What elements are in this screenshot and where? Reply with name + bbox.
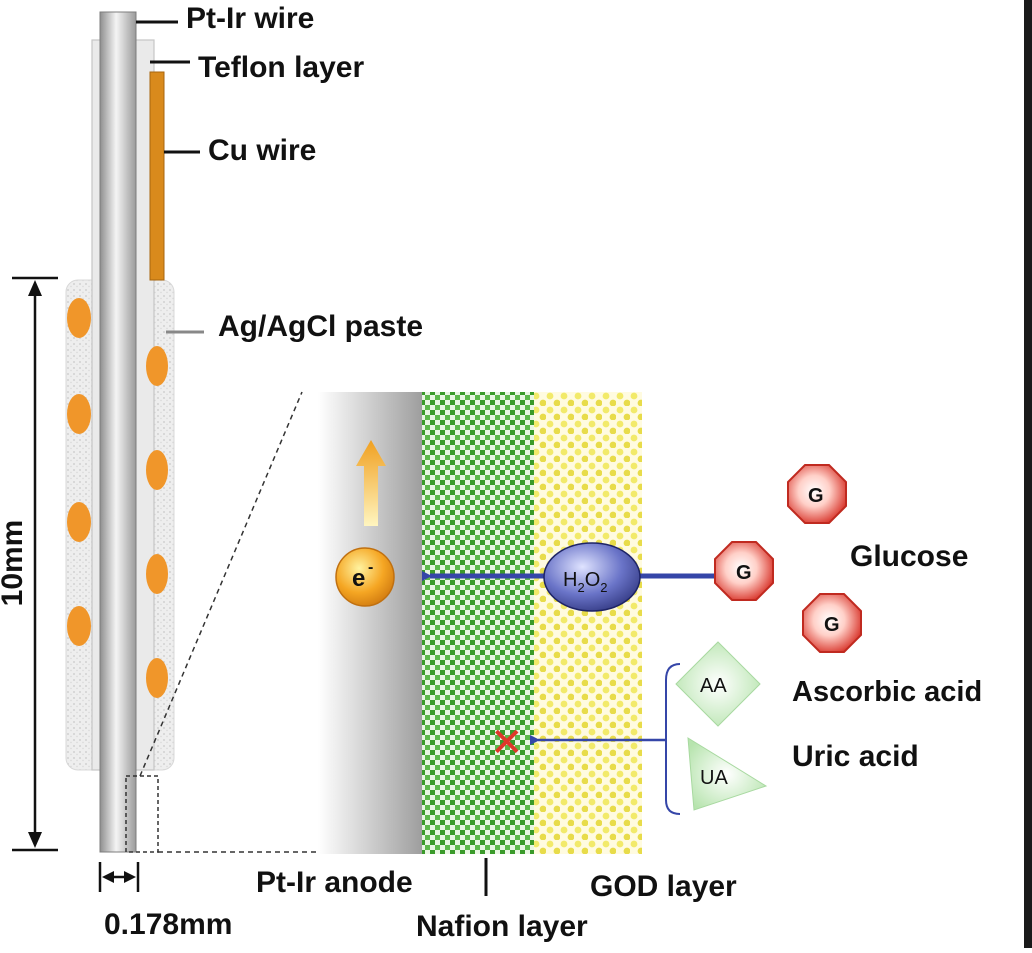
teflon-layer-label: Teflon layer	[198, 51, 365, 84]
glucose-octagon	[787, 464, 847, 524]
ag-agcl-dots	[67, 298, 168, 698]
h2o2-molecule: H2O2	[543, 542, 641, 612]
length-label: 10mm	[0, 519, 29, 607]
orange-dot	[67, 298, 91, 338]
orange-dot	[146, 658, 168, 698]
zoomed-layers	[318, 392, 642, 896]
diameter-arrow-right	[124, 871, 136, 883]
ua-triangle	[687, 737, 768, 811]
h2o2-ellipse	[543, 542, 641, 612]
orange-dot	[67, 502, 91, 542]
electron: e -	[335, 547, 395, 607]
length-dimension	[12, 276, 58, 852]
glucose-octagon	[802, 593, 862, 653]
glucose-molecules: G G G	[714, 464, 862, 653]
electron-charge: -	[368, 559, 373, 576]
ag-agcl-paste-label: Ag/AgCl paste	[218, 310, 424, 343]
diameter-arrow-left	[102, 871, 114, 883]
uric-acid-molecule: UA	[687, 737, 768, 811]
pt-ir-wire-label: Pt-Ir wire	[186, 2, 315, 35]
electron-up-arrow	[356, 440, 386, 526]
aa-diamond	[675, 641, 761, 727]
zoom-lines	[139, 391, 320, 853]
orange-dot	[146, 450, 168, 490]
glucose-octagon	[714, 541, 774, 601]
glucose-symbol: G	[736, 562, 752, 584]
cu-wire	[149, 71, 165, 281]
god-layer-label: GOD layer	[590, 870, 737, 903]
glucose-symbol: G	[808, 485, 824, 507]
glucose-symbol: G	[824, 614, 840, 636]
electron-symbol: e	[352, 565, 365, 592]
h2o2-label: H2O2	[563, 569, 607, 595]
pt-ir-wire	[99, 11, 137, 853]
orange-dot	[146, 346, 168, 386]
blocked-x-mark: ✕	[490, 720, 524, 766]
god-layer-block	[534, 392, 642, 854]
right-border-bar	[1024, 0, 1032, 948]
cu-wire-label: Cu wire	[208, 134, 317, 167]
orange-dot	[67, 394, 91, 434]
orange-dot	[146, 554, 168, 594]
nafion-layer-block	[422, 392, 534, 854]
uric-acid-label: Uric acid	[792, 740, 919, 773]
leader-lines	[136, 20, 204, 334]
diameter-dimension	[98, 862, 140, 892]
orange-dot	[67, 606, 91, 646]
zoom-line-top	[139, 391, 303, 777]
reaction-arrows	[422, 571, 714, 815]
ascorbic-acid-molecule: AA	[675, 641, 761, 727]
ascorbic-acid-label: Ascorbic acid	[792, 676, 983, 708]
zoom-source-box	[125, 775, 159, 853]
electron-circle	[335, 547, 395, 607]
length-arrow-up	[28, 280, 42, 296]
length-arrow-down	[28, 832, 42, 848]
pt-ir-anode-label: Pt-Ir anode	[256, 866, 413, 899]
interferent-bracket	[665, 663, 681, 815]
diameter-label: 0.178mm	[104, 908, 233, 941]
nafion-layer-label: Nafion layer	[416, 910, 588, 943]
electrode-assembly	[65, 11, 175, 853]
ua-symbol: UA	[700, 767, 728, 789]
aa-symbol: AA	[700, 675, 727, 697]
glucose-label: Glucose	[850, 540, 969, 573]
